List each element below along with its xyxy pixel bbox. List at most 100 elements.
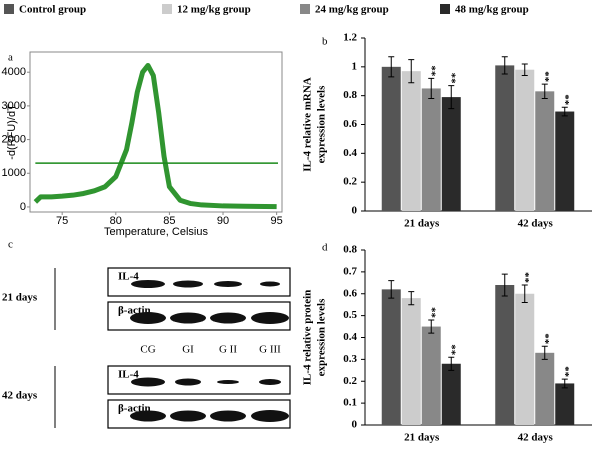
blot-band: [217, 380, 239, 384]
bar: [401, 298, 421, 425]
error-bar: [448, 85, 455, 110]
bar: [495, 65, 515, 212]
error-bar: [388, 56, 395, 78]
y-tick-label: 0.3: [343, 353, 357, 365]
error-bar: [501, 273, 508, 297]
error-bar: [388, 280, 395, 299]
y-tick-label: 3000: [2, 100, 26, 112]
blot-band: [170, 312, 206, 324]
x-tick-label: 21 days: [404, 218, 440, 230]
blot-band: [131, 280, 165, 288]
legend-swatch: [300, 4, 310, 14]
y-tick-label: 1: [352, 60, 358, 72]
bar: [495, 285, 515, 425]
error-bar: [541, 345, 548, 360]
error-bar: [521, 284, 528, 303]
panel-label: b: [322, 36, 328, 48]
x-tick-label: 95: [271, 215, 283, 227]
y-tick-label: 0.6: [343, 287, 357, 299]
y-axis-label: expression levels: [316, 85, 328, 163]
bar: [421, 326, 441, 425]
x-tick-label: 85: [163, 215, 175, 227]
y-tick-label: 1000: [2, 167, 26, 179]
bar: [441, 363, 461, 425]
y-tick-label: 0.8: [343, 244, 357, 256]
y-tick-label: 0.4: [343, 147, 357, 159]
significance-mark: **: [559, 366, 571, 378]
melt-curve: [33, 62, 277, 210]
error-bar: [408, 59, 415, 84]
blot-band: [214, 281, 242, 287]
legend-label: 12 mg/kg group: [177, 4, 251, 16]
y-tick-label: 0.2: [343, 375, 357, 387]
blot-band: [259, 379, 281, 385]
y-tick-label: 0.1: [343, 397, 357, 409]
y-tick-label: 0: [20, 201, 26, 213]
legend-label: Control group: [19, 4, 86, 16]
error-bar: [448, 356, 455, 371]
legend-swatch: [162, 4, 172, 14]
y-axis-label: expression levels: [316, 298, 328, 376]
blot-group-label: 21 days: [2, 292, 38, 304]
y-tick-label: 0.7: [343, 265, 357, 277]
blot-band: [170, 410, 206, 422]
y-tick-label: 2000: [2, 133, 26, 145]
y-tick-label: 0: [352, 419, 358, 431]
lane-label: CG: [140, 344, 155, 356]
y-axis-label: IL-4 relative mRNA: [302, 77, 314, 172]
bar: [555, 383, 575, 425]
significance-mark: **: [539, 333, 551, 345]
error-bar: [501, 56, 508, 75]
blot-row-label: IL-4: [118, 369, 139, 381]
significance-mark: **: [426, 307, 438, 319]
bar: [381, 66, 401, 211]
blot-band: [251, 312, 289, 324]
bar: [535, 91, 555, 211]
significance-mark: **: [519, 272, 531, 284]
panel-label: d: [322, 242, 328, 254]
legend-label: 48 mg/kg group: [455, 4, 529, 16]
error-bar: [541, 83, 548, 100]
x-tick-label: 42 days: [518, 432, 554, 444]
significance-mark: **: [539, 71, 551, 83]
significance-mark: **: [559, 94, 571, 106]
error-bar: [561, 106, 568, 117]
y-tick-label: 1.2: [343, 32, 357, 44]
legend-swatch: [440, 4, 450, 14]
significance-mark: **: [426, 65, 438, 77]
y-tick-label: 0.8: [343, 89, 357, 101]
y-axis-label: -d(RFU)/dT: [6, 104, 18, 160]
blot-group-label: 42 days: [2, 390, 38, 402]
blot-row-label: IL-4: [118, 271, 139, 283]
y-tick-label: 0.5: [343, 309, 357, 321]
bar: [515, 293, 535, 425]
y-tick-label: 4000: [2, 66, 26, 78]
lane-label: G III: [259, 344, 281, 356]
lane-label: GI: [182, 344, 194, 356]
error-bar: [561, 378, 568, 389]
blot-band: [210, 312, 246, 324]
error-bar: [428, 319, 435, 334]
lane-label: G II: [219, 344, 237, 356]
y-tick-label: 0.2: [343, 176, 357, 188]
blot-band: [175, 378, 201, 386]
bar: [381, 289, 401, 425]
blot-band: [210, 410, 246, 422]
x-axis-label: Temperature, Celsius: [104, 226, 208, 238]
panel-label: a: [8, 52, 13, 64]
error-bar: [408, 291, 415, 306]
legend-swatch: [4, 4, 14, 14]
blot-band: [130, 410, 166, 422]
bar: [421, 88, 441, 211]
error-bar: [521, 63, 528, 76]
error-bar: [428, 77, 435, 100]
significance-mark: **: [446, 344, 458, 356]
blot-band: [260, 281, 280, 287]
blot-band: [131, 377, 165, 387]
plot-frame: [29, 51, 283, 213]
y-tick-label: 0: [352, 205, 358, 217]
blot-band: [251, 410, 289, 422]
x-tick-label: 75: [56, 215, 68, 227]
bar: [555, 111, 575, 211]
